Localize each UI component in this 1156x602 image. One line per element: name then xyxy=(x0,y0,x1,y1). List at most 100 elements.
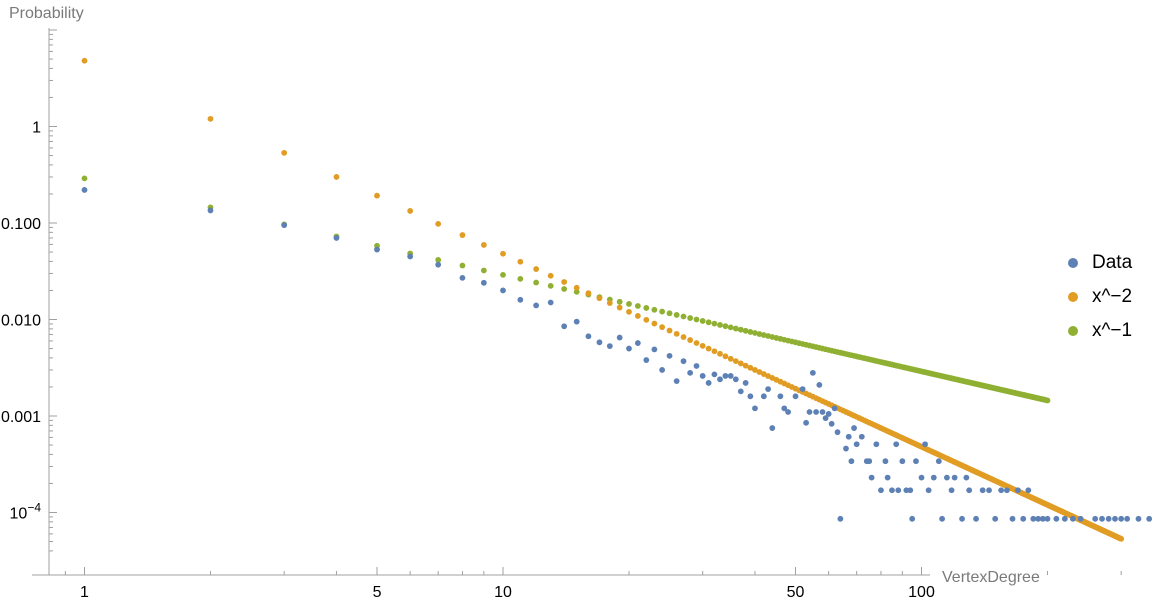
point-data xyxy=(281,222,288,229)
point-x-minus-2 xyxy=(333,174,340,180)
point-x-minus-1 xyxy=(634,303,641,309)
point-data xyxy=(785,409,791,415)
point-x-minus-2 xyxy=(626,308,632,315)
point-x-minus-1 xyxy=(459,262,466,269)
point-data xyxy=(858,433,865,440)
point-x-minus-2 xyxy=(547,272,554,279)
point-data xyxy=(1030,515,1037,522)
point-data xyxy=(547,299,554,306)
point-data xyxy=(573,318,580,325)
point-data xyxy=(792,393,799,400)
point-data xyxy=(651,346,658,353)
point-data xyxy=(951,474,958,481)
point-x-minus-2 xyxy=(435,220,442,227)
point-x-minus-2 xyxy=(666,327,673,334)
point-data xyxy=(831,405,838,412)
point-data xyxy=(737,388,744,395)
point-data xyxy=(913,458,919,465)
point-x-minus-2 xyxy=(742,362,749,369)
point-data xyxy=(819,409,826,415)
point-data xyxy=(930,474,937,481)
point-data xyxy=(979,487,986,494)
point-data xyxy=(407,253,414,260)
point-x-minus-2 xyxy=(747,364,754,371)
series-data xyxy=(81,187,1153,522)
point-x-minus-2 xyxy=(606,300,613,306)
point-data xyxy=(986,487,992,494)
y-tick-label: 0.010 xyxy=(1,313,41,330)
point-x-minus-2 xyxy=(705,345,712,352)
point-data xyxy=(1039,515,1046,522)
point-data xyxy=(1025,487,1032,494)
point-data xyxy=(959,515,965,522)
legend-item-x-minus-2: x^−2 xyxy=(1068,280,1132,314)
legend-label-x-minus-2: x^−2 xyxy=(1092,286,1133,307)
point-x-minus-1 xyxy=(727,324,734,331)
x-tick-label: 5 xyxy=(373,584,382,601)
point-data xyxy=(899,458,906,465)
point-x-minus-1 xyxy=(435,257,442,263)
point-data xyxy=(1069,515,1076,522)
point-data xyxy=(634,340,641,346)
point-x-minus-1 xyxy=(616,298,623,305)
point-data xyxy=(1004,487,1010,494)
point-data xyxy=(561,323,568,330)
x-ticks: 151050100500 xyxy=(64,567,1122,601)
point-x-minus-1 xyxy=(747,329,754,335)
point-x-minus-1 xyxy=(705,319,712,326)
point-x-minus-2 xyxy=(533,266,540,272)
point-data xyxy=(687,369,694,376)
point-x-minus-2 xyxy=(699,342,706,349)
point-data xyxy=(992,515,999,522)
point-data xyxy=(693,363,700,369)
x-tick-label: 1 xyxy=(80,584,89,601)
point-x-minus-1 xyxy=(561,286,568,292)
point-x-minus-2 xyxy=(517,258,524,265)
point-data xyxy=(1077,515,1084,522)
point-data xyxy=(1053,515,1060,522)
point-data xyxy=(799,386,806,393)
legend-item-x-minus-1: x^−1 xyxy=(1068,314,1132,348)
legend-marker-data xyxy=(1068,258,1078,268)
point-data xyxy=(809,369,816,376)
point-data xyxy=(727,373,734,379)
point-data xyxy=(1124,515,1131,522)
point-x-minus-1 xyxy=(573,288,580,295)
point-data xyxy=(769,425,776,431)
point-x-minus-1 xyxy=(659,308,666,315)
point-x-minus-1 xyxy=(500,271,506,278)
point-data xyxy=(207,207,214,214)
y-ticks: 10−4 0.001 0.010 0.100 1 xyxy=(1,29,57,552)
point-data xyxy=(1009,515,1016,522)
point-data xyxy=(873,441,880,448)
point-x-minus-2 xyxy=(643,316,650,323)
point-x-minus-2 xyxy=(596,295,603,302)
point-data xyxy=(1061,515,1068,522)
series-layer xyxy=(81,57,1153,542)
point-x-minus-2 xyxy=(693,340,700,346)
point-x-minus-1 xyxy=(480,267,487,274)
point-data xyxy=(533,302,540,309)
point-x-minus-1 xyxy=(666,310,673,317)
point-data xyxy=(851,425,857,431)
point-x-minus-2 xyxy=(561,279,568,285)
point-x-minus-2 xyxy=(756,369,763,375)
point-data xyxy=(963,474,970,481)
point-data xyxy=(878,487,884,494)
legend-label-data: Data xyxy=(1092,252,1133,273)
point-data xyxy=(889,487,895,494)
point-x-minus-2 xyxy=(374,192,380,199)
point-data xyxy=(948,487,955,494)
point-data xyxy=(843,445,849,452)
series-x-minus-2 xyxy=(81,57,1125,542)
point-data xyxy=(616,334,623,341)
point-data xyxy=(752,405,758,412)
point-data xyxy=(722,373,729,379)
point-x-minus-2 xyxy=(616,304,623,311)
point-x-minus-1 xyxy=(722,323,729,330)
point-x-minus-1 xyxy=(693,316,700,323)
point-x-minus-1 xyxy=(81,175,88,182)
point-data xyxy=(837,515,844,522)
x-tick-label: 100 xyxy=(908,584,935,601)
